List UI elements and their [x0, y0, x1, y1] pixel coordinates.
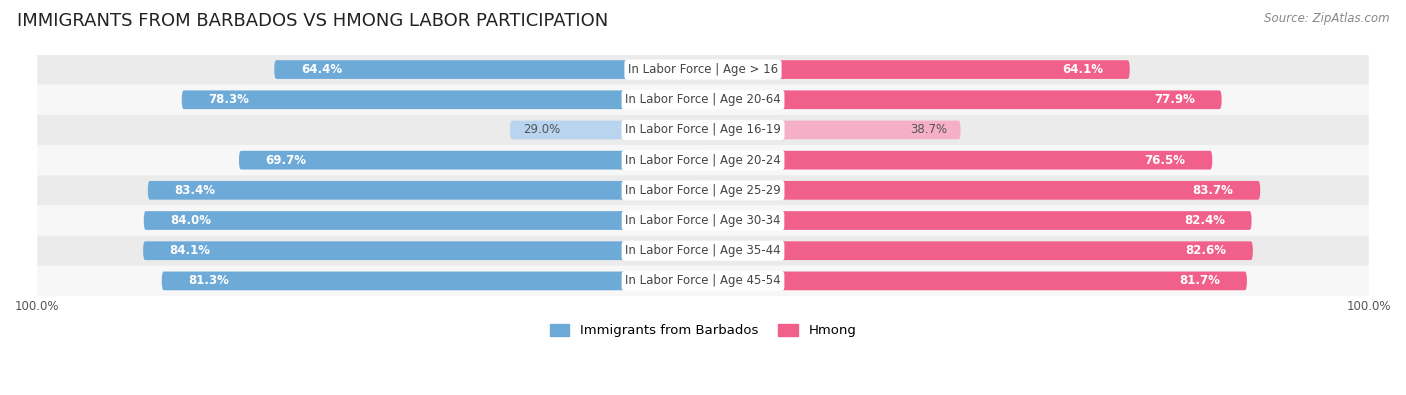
- FancyBboxPatch shape: [37, 115, 1369, 145]
- FancyBboxPatch shape: [703, 211, 1251, 230]
- Text: 81.3%: 81.3%: [188, 275, 229, 288]
- Text: 78.3%: 78.3%: [208, 93, 249, 106]
- FancyBboxPatch shape: [143, 211, 703, 230]
- Text: Source: ZipAtlas.com: Source: ZipAtlas.com: [1264, 12, 1389, 25]
- FancyBboxPatch shape: [37, 145, 1369, 175]
- FancyBboxPatch shape: [148, 181, 703, 200]
- FancyBboxPatch shape: [703, 60, 1130, 79]
- FancyBboxPatch shape: [143, 241, 703, 260]
- FancyBboxPatch shape: [239, 151, 703, 169]
- Text: In Labor Force | Age 35-44: In Labor Force | Age 35-44: [626, 244, 780, 257]
- FancyBboxPatch shape: [510, 120, 703, 139]
- FancyBboxPatch shape: [162, 271, 703, 290]
- Legend: Immigrants from Barbados, Hmong: Immigrants from Barbados, Hmong: [544, 318, 862, 342]
- FancyBboxPatch shape: [703, 181, 1260, 200]
- FancyBboxPatch shape: [181, 90, 703, 109]
- Text: 81.7%: 81.7%: [1180, 275, 1220, 288]
- FancyBboxPatch shape: [703, 241, 1253, 260]
- FancyBboxPatch shape: [703, 151, 1212, 169]
- FancyBboxPatch shape: [37, 205, 1369, 235]
- FancyBboxPatch shape: [703, 120, 960, 139]
- FancyBboxPatch shape: [703, 271, 1247, 290]
- Text: 64.1%: 64.1%: [1062, 63, 1104, 76]
- Text: IMMIGRANTS FROM BARBADOS VS HMONG LABOR PARTICIPATION: IMMIGRANTS FROM BARBADOS VS HMONG LABOR …: [17, 12, 609, 30]
- Text: 83.4%: 83.4%: [174, 184, 215, 197]
- Text: In Labor Force | Age 20-64: In Labor Force | Age 20-64: [626, 93, 780, 106]
- Text: 76.5%: 76.5%: [1144, 154, 1185, 167]
- FancyBboxPatch shape: [37, 235, 1369, 266]
- Text: 29.0%: 29.0%: [523, 124, 561, 136]
- Text: In Labor Force | Age 25-29: In Labor Force | Age 25-29: [626, 184, 780, 197]
- FancyBboxPatch shape: [37, 175, 1369, 205]
- Text: 69.7%: 69.7%: [266, 154, 307, 167]
- FancyBboxPatch shape: [37, 85, 1369, 115]
- Text: 82.6%: 82.6%: [1185, 244, 1226, 257]
- Text: 82.4%: 82.4%: [1184, 214, 1225, 227]
- Text: In Labor Force | Age 30-34: In Labor Force | Age 30-34: [626, 214, 780, 227]
- FancyBboxPatch shape: [37, 55, 1369, 85]
- FancyBboxPatch shape: [37, 266, 1369, 296]
- Text: 77.9%: 77.9%: [1154, 93, 1195, 106]
- Text: In Labor Force | Age 16-19: In Labor Force | Age 16-19: [626, 124, 780, 136]
- FancyBboxPatch shape: [274, 60, 703, 79]
- FancyBboxPatch shape: [703, 90, 1222, 109]
- Text: In Labor Force | Age 20-24: In Labor Force | Age 20-24: [626, 154, 780, 167]
- Text: 84.1%: 84.1%: [170, 244, 211, 257]
- Text: 64.4%: 64.4%: [301, 63, 342, 76]
- Text: In Labor Force | Age 45-54: In Labor Force | Age 45-54: [626, 275, 780, 288]
- Text: 38.7%: 38.7%: [910, 124, 948, 136]
- Text: 83.7%: 83.7%: [1192, 184, 1233, 197]
- Text: In Labor Force | Age > 16: In Labor Force | Age > 16: [628, 63, 778, 76]
- Text: 84.0%: 84.0%: [170, 214, 211, 227]
